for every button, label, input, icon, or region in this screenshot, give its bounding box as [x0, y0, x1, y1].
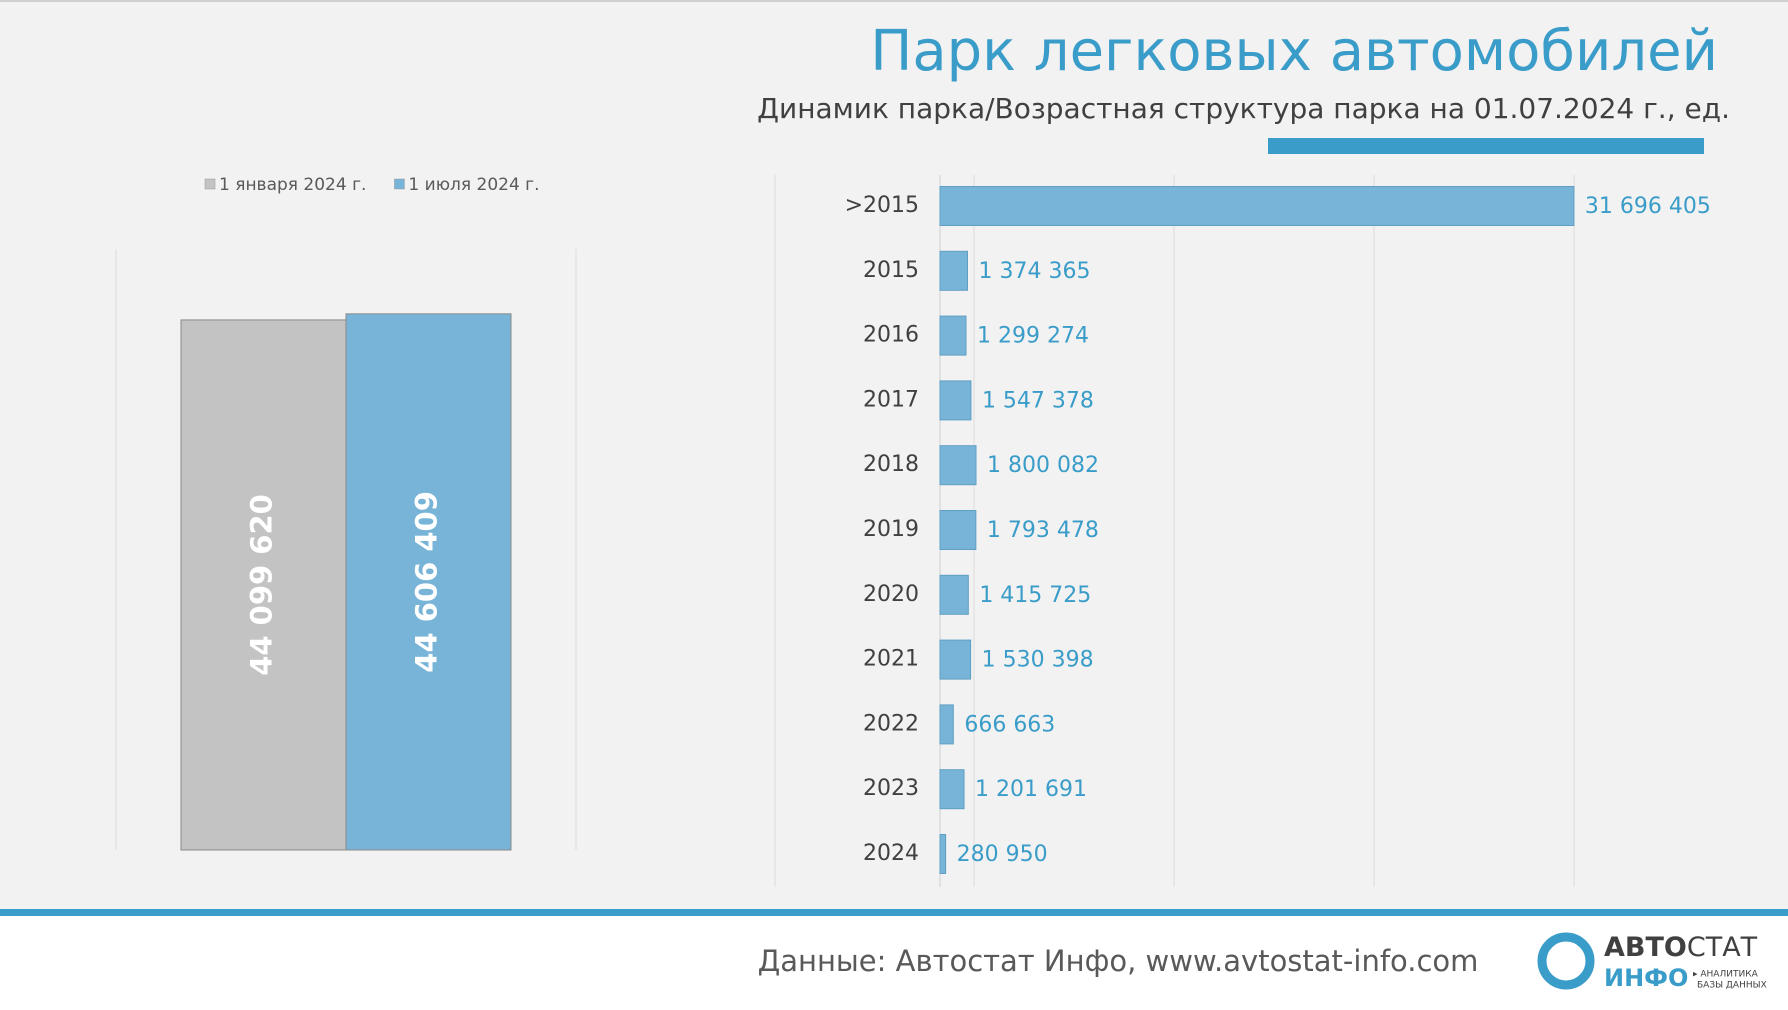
logo-sub: ИНФО: [1604, 964, 1688, 992]
y-tick-label: 2024: [863, 841, 919, 866]
logo: АВТОСТАТ ИНФО ▸ АНАЛИТИКА БАЗЫ ДАННЫХ: [1537, 932, 1767, 992]
legend-swatch: [204, 178, 216, 190]
bar: [180, 319, 347, 851]
bar-label: 1 374 365: [978, 259, 1090, 284]
footer-bg: [0, 916, 1788, 1010]
bar-label: 666 663: [964, 712, 1055, 737]
bar-label: 1 299 274: [977, 324, 1089, 349]
bar: [939, 574, 969, 615]
bar: [939, 639, 972, 680]
logo-tag: БАЗЫ ДАННЫХ: [1697, 981, 1767, 991]
legend-label: 1 июля 2024 г.: [408, 175, 539, 195]
y-tick-label: >2015: [845, 193, 919, 218]
title: Парк легковых автомобилей: [870, 19, 1718, 84]
bar-label: 1 793 478: [987, 518, 1099, 543]
bar-label: 1 547 378: [982, 388, 1094, 413]
legend-swatch: [394, 178, 405, 190]
y-tick-label: 2018: [863, 452, 919, 477]
subtitle: Динамик парка/Возрастная структура парка…: [757, 92, 1730, 125]
bar: [939, 186, 1575, 226]
y-tick-label: 2020: [863, 582, 919, 607]
bar-label: 1 800 082: [987, 453, 1099, 478]
y-tick-label: 2023: [863, 776, 919, 801]
bar: [939, 315, 967, 356]
bar-label: 1 415 725: [979, 583, 1091, 608]
decor-lines: [115, 175, 1575, 887]
logo-brand-bold: АВТОСТАТ: [1604, 932, 1758, 963]
source: Данные: Автостат Инфо, www.avtostat-info…: [758, 944, 1479, 978]
bar-label: 1 530 398: [982, 648, 1094, 673]
logo-tag: ▸ АНАЛИТИКА: [1693, 970, 1759, 980]
y-tick-label: 2016: [863, 323, 919, 348]
logo-brand: СТАТ: [1687, 932, 1758, 963]
bar: [345, 313, 512, 851]
y-tick-label: 2021: [863, 647, 919, 672]
bar: [939, 250, 968, 291]
bar: [939, 445, 977, 486]
title-accent: [1268, 138, 1704, 154]
logo-icon: [1537, 932, 1595, 990]
y-tick-label: 2022: [863, 711, 919, 736]
bar-label: 44 099 620: [245, 494, 279, 676]
bar: [939, 769, 965, 810]
bar-label: 280 950: [957, 842, 1048, 867]
bar-label: 31 696 405: [1585, 194, 1711, 219]
bar: [939, 380, 972, 421]
y-tick-label: 2015: [863, 258, 919, 283]
legend-label: 1 января 2024 г.: [219, 175, 366, 195]
y-tick-label: 2019: [863, 517, 919, 542]
logo-brand-bold: АВТО: [1604, 932, 1687, 963]
bar-label: 44 606 409: [410, 491, 444, 673]
bar: [939, 704, 954, 745]
footer-bar: [0, 909, 1788, 916]
bar-label: 1 201 691: [975, 777, 1087, 802]
bar: [939, 834, 947, 874]
y-tick-label: 2017: [863, 387, 919, 412]
bar: [939, 510, 977, 550]
